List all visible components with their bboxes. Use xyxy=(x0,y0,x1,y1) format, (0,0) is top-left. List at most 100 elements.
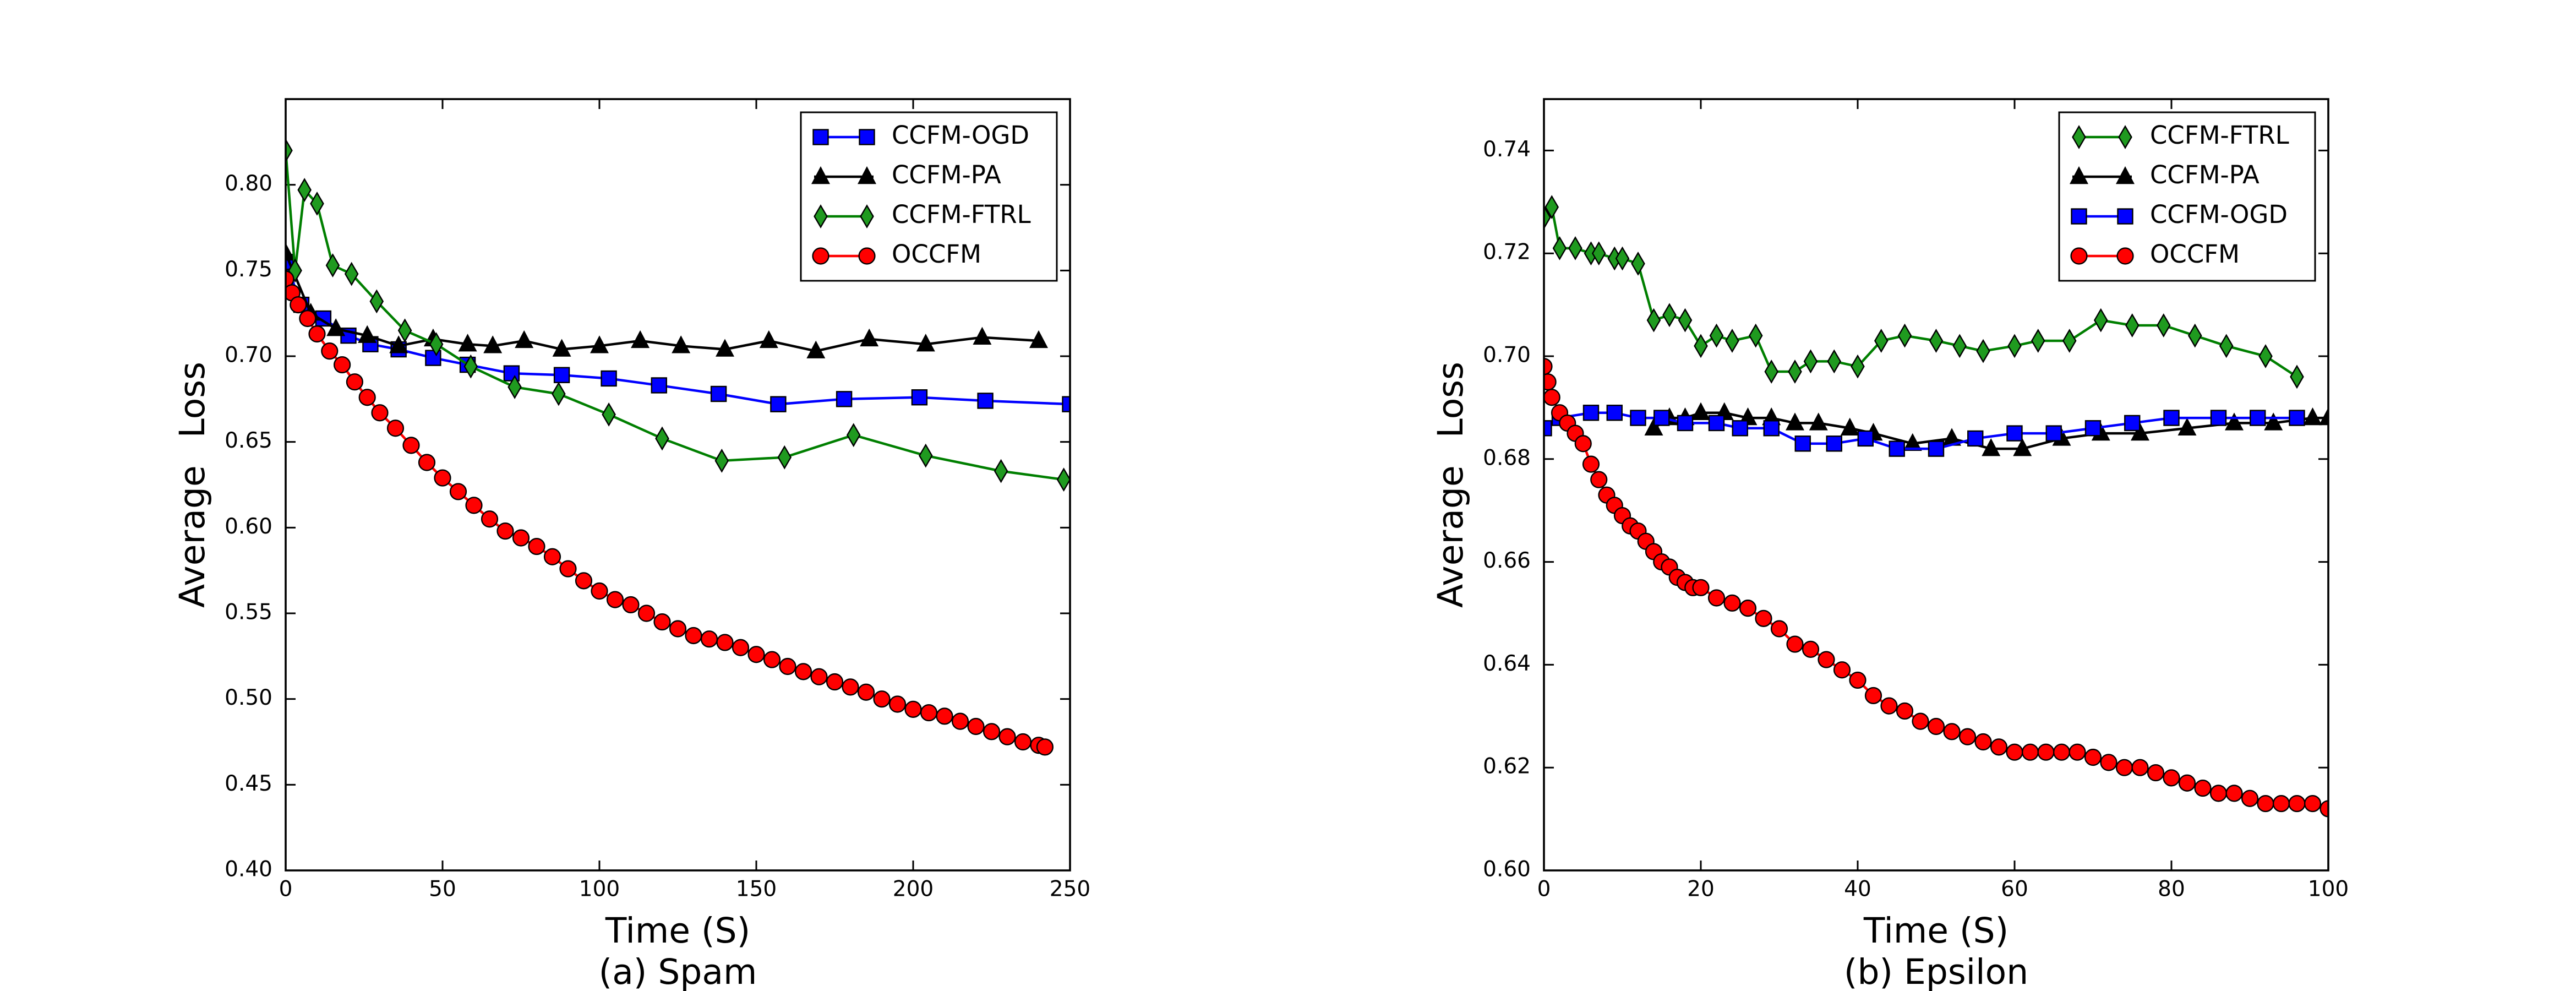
marker xyxy=(826,673,844,691)
marker xyxy=(1014,733,1032,751)
marker xyxy=(1982,438,2001,456)
marker xyxy=(2062,329,2077,353)
marker xyxy=(2037,743,2055,761)
marker xyxy=(672,335,691,353)
marker xyxy=(1662,303,1677,328)
marker xyxy=(1896,702,1914,720)
marker xyxy=(747,646,765,663)
marker xyxy=(983,723,1001,740)
marker xyxy=(1974,733,1992,751)
marker xyxy=(1874,329,1889,353)
marker xyxy=(873,690,891,708)
marker xyxy=(1677,415,1694,432)
marker xyxy=(653,613,671,631)
marker xyxy=(2210,410,2227,426)
marker xyxy=(651,377,668,394)
legend-marker xyxy=(2072,125,2086,149)
y-tick-label: 0.70 xyxy=(225,343,272,368)
x-tick-label: 200 xyxy=(893,877,934,902)
chart: 0 50 100 150 200 250 0.40 0.45 0.50 0.55 0.60 0.65 0… xyxy=(172,98,1090,991)
y-tick-label: 0.74 xyxy=(1483,137,1531,162)
x-tick-label: 50 xyxy=(429,877,456,902)
y-tick-label: 0.70 xyxy=(1483,343,1531,368)
marker xyxy=(637,605,656,622)
marker xyxy=(458,334,477,352)
marker xyxy=(919,443,933,468)
marker xyxy=(2124,415,2141,432)
marker xyxy=(310,192,324,216)
legend-marker xyxy=(858,247,876,265)
marker xyxy=(1544,420,1552,437)
marker xyxy=(2187,323,2202,348)
marker xyxy=(994,459,1008,483)
marker xyxy=(1708,415,1725,432)
marker xyxy=(1818,651,1835,668)
marker xyxy=(710,385,727,402)
marker xyxy=(1929,329,1944,353)
legend-marker xyxy=(859,129,875,145)
marker xyxy=(528,537,545,556)
marker xyxy=(1849,671,1866,689)
marker xyxy=(1036,738,1054,756)
marker xyxy=(2006,425,2023,442)
marker xyxy=(1763,420,1780,437)
marker xyxy=(2289,410,2305,426)
marker xyxy=(1568,236,1582,260)
marker xyxy=(402,437,420,454)
marker xyxy=(2178,774,2196,792)
marker xyxy=(763,651,781,668)
y-tick-label: 0.60 xyxy=(1483,857,1531,882)
marker xyxy=(732,639,750,656)
marker xyxy=(1552,236,1567,260)
marker xyxy=(601,370,617,387)
marker xyxy=(836,391,853,407)
marker xyxy=(1653,410,1670,426)
marker xyxy=(2053,743,2071,761)
marker xyxy=(1748,323,1763,348)
x-tick-label: 250 xyxy=(1050,877,1090,902)
marker xyxy=(2288,794,2306,813)
marker xyxy=(1786,635,1804,653)
marker xyxy=(2225,785,2243,802)
marker xyxy=(434,469,451,487)
marker xyxy=(1590,471,1608,488)
marker xyxy=(622,596,640,614)
marker xyxy=(512,529,530,547)
marker xyxy=(770,396,787,412)
marker xyxy=(559,560,577,578)
marker xyxy=(358,389,376,406)
y-tick-label: 0.65 xyxy=(225,428,272,453)
marker xyxy=(2163,410,2180,426)
marker xyxy=(507,375,522,399)
marker xyxy=(1646,308,1661,333)
plot-area xyxy=(1544,195,2328,818)
marker xyxy=(2163,769,2180,787)
marker xyxy=(602,402,616,427)
marker xyxy=(286,138,293,163)
marker xyxy=(1826,435,1842,452)
marker xyxy=(321,342,339,360)
marker xyxy=(2021,743,2039,761)
marker xyxy=(2031,329,2045,353)
marker xyxy=(333,356,351,374)
marker xyxy=(911,389,928,406)
chart: 0 20 40 60 80 100 0.60 0.62 0.64 0.66 0.68 0.70 0.72… xyxy=(1431,98,2349,991)
x-tick-label: 100 xyxy=(2308,877,2349,902)
marker xyxy=(1606,405,1623,421)
marker xyxy=(1857,430,1874,447)
marker xyxy=(483,335,503,353)
marker xyxy=(397,318,412,343)
x-axis-label: Time (S) xyxy=(605,911,750,951)
marker xyxy=(389,335,408,353)
marker xyxy=(1990,738,2008,756)
marker xyxy=(888,695,907,713)
marker xyxy=(2147,764,2165,782)
marker xyxy=(716,634,734,651)
x-tick-label: 20 xyxy=(1687,877,1715,902)
marker xyxy=(2303,407,2322,426)
marker xyxy=(998,728,1016,745)
marker xyxy=(2125,313,2140,337)
legend-box xyxy=(800,111,1058,282)
